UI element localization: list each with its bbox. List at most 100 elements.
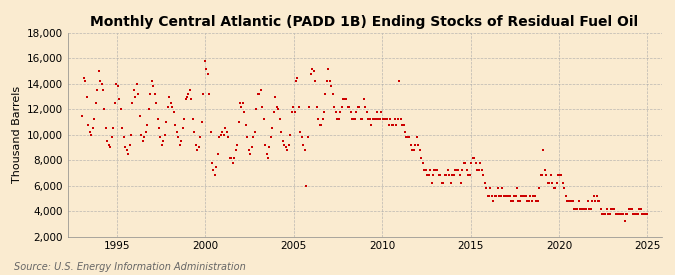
Point: [204, 92, 215, 96]
Point: [583, 199, 593, 203]
Point: [323, 66, 334, 71]
Point: [164, 94, 175, 99]
Point: [190, 143, 201, 147]
Point: [554, 173, 565, 178]
Point: [563, 199, 574, 203]
Point: [146, 79, 157, 84]
Point: [263, 155, 273, 160]
Point: [539, 168, 550, 173]
Point: [473, 168, 484, 173]
Point: [548, 186, 559, 190]
Point: [342, 104, 353, 109]
Point: [414, 148, 425, 152]
Point: [376, 110, 387, 114]
Point: [427, 173, 438, 178]
Point: [599, 211, 610, 216]
Point: [629, 211, 640, 216]
Point: [174, 143, 185, 147]
Point: [529, 194, 540, 198]
Point: [381, 117, 392, 122]
Point: [532, 199, 543, 203]
Point: [388, 122, 399, 127]
Point: [538, 148, 549, 152]
Y-axis label: Thousand Barrels: Thousand Barrels: [12, 86, 22, 183]
Point: [367, 117, 378, 122]
Point: [594, 199, 605, 203]
Point: [344, 104, 354, 109]
Point: [613, 211, 624, 216]
Point: [519, 194, 530, 198]
Point: [574, 199, 585, 203]
Point: [276, 130, 287, 134]
Point: [362, 117, 373, 122]
Point: [330, 110, 341, 114]
Point: [357, 117, 368, 122]
Point: [112, 84, 123, 89]
Point: [423, 173, 434, 178]
Point: [590, 199, 601, 203]
Point: [336, 104, 347, 109]
Point: [431, 168, 441, 173]
Point: [192, 148, 202, 152]
Point: [109, 101, 120, 105]
Text: Source: U.S. Energy Information Administration: Source: U.S. Energy Information Administ…: [14, 262, 245, 272]
Point: [307, 66, 318, 71]
Point: [502, 194, 512, 198]
Point: [254, 92, 265, 96]
Point: [350, 117, 360, 122]
Point: [298, 143, 308, 147]
Point: [269, 110, 279, 114]
Point: [167, 104, 178, 109]
Point: [610, 211, 621, 216]
Point: [124, 143, 135, 147]
Point: [558, 181, 568, 185]
Point: [345, 110, 356, 114]
Point: [186, 97, 197, 101]
Point: [369, 117, 379, 122]
Point: [631, 211, 642, 216]
Point: [157, 143, 167, 147]
Point: [221, 130, 232, 134]
Point: [134, 114, 145, 118]
Point: [348, 117, 359, 122]
Point: [223, 135, 234, 139]
Point: [98, 88, 109, 92]
Point: [603, 211, 614, 216]
Point: [400, 130, 410, 134]
Point: [329, 104, 340, 109]
Point: [504, 194, 515, 198]
Point: [626, 206, 637, 211]
Point: [242, 135, 252, 139]
Point: [214, 135, 225, 139]
Point: [123, 152, 134, 156]
Point: [535, 173, 546, 178]
Point: [219, 133, 230, 137]
Point: [302, 135, 313, 139]
Point: [500, 194, 510, 198]
Point: [332, 117, 343, 122]
Point: [591, 194, 602, 198]
Point: [485, 186, 496, 190]
Point: [193, 145, 204, 150]
Point: [472, 168, 483, 173]
Point: [296, 135, 307, 139]
Point: [487, 194, 497, 198]
Point: [211, 164, 222, 169]
Point: [364, 117, 375, 122]
Point: [288, 104, 298, 109]
Point: [460, 161, 471, 165]
Point: [475, 161, 485, 165]
Point: [271, 104, 282, 109]
Point: [541, 173, 552, 178]
Point: [239, 110, 250, 114]
Point: [215, 133, 226, 137]
Point: [413, 143, 424, 147]
Point: [188, 117, 198, 122]
Point: [258, 117, 269, 122]
Point: [335, 110, 346, 114]
Point: [441, 173, 452, 178]
Point: [404, 135, 415, 139]
Point: [251, 107, 262, 112]
Point: [437, 181, 448, 185]
Point: [478, 173, 489, 178]
